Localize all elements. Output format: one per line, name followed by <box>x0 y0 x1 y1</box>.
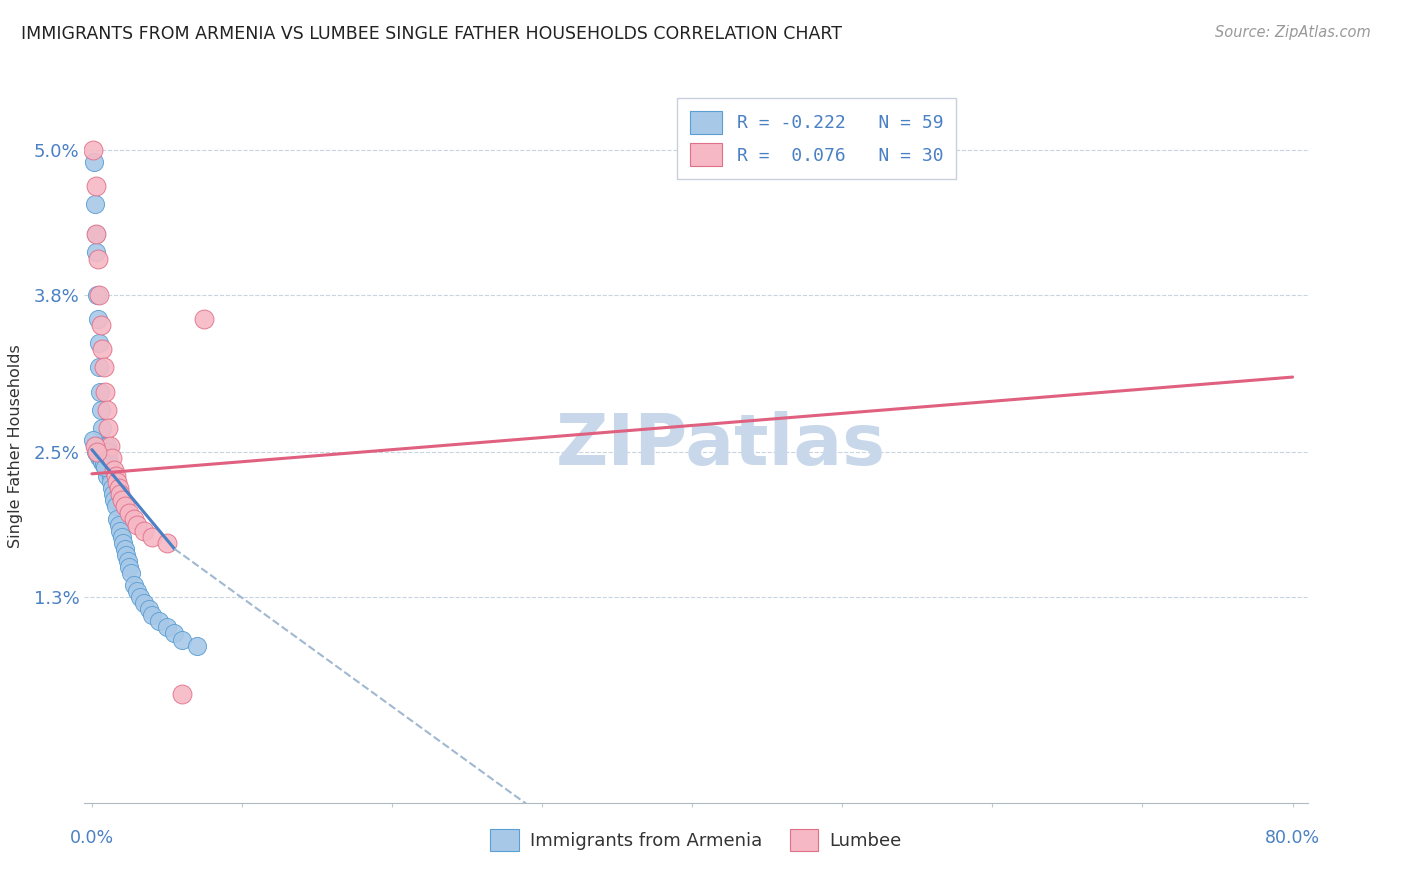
Point <box>93 457 115 471</box>
Point <box>89 384 111 399</box>
Point <box>101 451 124 466</box>
Point <box>96 469 118 483</box>
Point <box>83 197 105 211</box>
Point <box>96 439 118 453</box>
Point <box>86 445 108 459</box>
Point <box>103 493 125 508</box>
Point <box>83 154 105 169</box>
Point <box>84 178 107 193</box>
Point <box>87 447 110 461</box>
Point <box>108 481 131 495</box>
Point <box>89 360 111 375</box>
Point <box>91 445 114 459</box>
Point <box>105 475 128 490</box>
Point <box>98 457 121 471</box>
Point <box>90 402 112 417</box>
Point <box>82 143 104 157</box>
Point <box>170 687 193 701</box>
Point <box>120 566 142 580</box>
Legend: Immigrants from Armenia, Lumbee: Immigrants from Armenia, Lumbee <box>484 822 908 858</box>
Point <box>87 336 110 351</box>
Point <box>105 511 128 525</box>
Point <box>86 288 108 302</box>
Point <box>114 500 136 514</box>
Point <box>111 493 134 508</box>
Text: 0.0%: 0.0% <box>70 830 114 847</box>
Point <box>110 487 132 501</box>
Point <box>101 481 124 495</box>
Point <box>128 590 150 604</box>
Point <box>82 433 104 447</box>
Point <box>86 227 108 242</box>
Point <box>90 452 112 467</box>
Point <box>111 530 134 544</box>
Point <box>98 463 121 477</box>
Y-axis label: Single Father Households: Single Father Households <box>7 344 22 548</box>
Point <box>112 535 135 549</box>
Text: 80.0%: 80.0% <box>1265 830 1320 847</box>
Point <box>156 620 179 634</box>
Point <box>117 554 139 568</box>
Point <box>93 457 115 471</box>
Point <box>90 421 112 435</box>
Point <box>94 384 117 399</box>
Point <box>91 439 114 453</box>
Point <box>134 596 156 610</box>
Point <box>87 252 110 266</box>
Point <box>186 639 208 653</box>
Point <box>87 312 110 326</box>
Point <box>110 524 132 538</box>
Point <box>118 506 141 520</box>
Point <box>100 469 122 483</box>
Point <box>86 245 108 260</box>
Point <box>170 632 193 647</box>
Point <box>141 530 163 544</box>
Point <box>84 227 107 242</box>
Point <box>100 475 122 490</box>
Point <box>134 524 156 538</box>
Point <box>118 560 141 574</box>
Text: IMMIGRANTS FROM ARMENIA VS LUMBEE SINGLE FATHER HOUSEHOLDS CORRELATION CHART: IMMIGRANTS FROM ARMENIA VS LUMBEE SINGLE… <box>21 25 842 43</box>
Point <box>94 463 117 477</box>
Text: ZIPatlas: ZIPatlas <box>555 411 886 481</box>
Point <box>156 535 179 549</box>
Point <box>122 578 145 592</box>
Point <box>122 511 145 525</box>
Point <box>93 360 115 375</box>
Point <box>163 626 186 640</box>
Point <box>97 451 120 466</box>
Point <box>97 421 120 435</box>
Point <box>86 445 108 459</box>
Point <box>90 318 112 332</box>
Point <box>193 312 215 326</box>
Point <box>94 459 117 474</box>
Point <box>108 517 131 532</box>
Text: Source: ZipAtlas.com: Source: ZipAtlas.com <box>1215 25 1371 40</box>
Point <box>83 439 105 453</box>
Point <box>104 469 127 483</box>
Point <box>148 615 170 629</box>
Point <box>91 343 114 357</box>
Point <box>114 541 136 556</box>
Point <box>115 548 138 562</box>
Point <box>138 602 160 616</box>
Point <box>97 445 120 459</box>
Point <box>96 402 118 417</box>
Point <box>83 439 105 453</box>
Point <box>101 487 124 501</box>
Point <box>98 439 121 453</box>
Point <box>91 455 114 469</box>
Point <box>93 451 115 466</box>
Point <box>104 500 127 514</box>
Point <box>141 608 163 623</box>
Point <box>89 450 111 464</box>
Point <box>125 517 148 532</box>
Point <box>89 288 111 302</box>
Point <box>125 584 148 599</box>
Point <box>94 459 117 474</box>
Point <box>103 463 125 477</box>
